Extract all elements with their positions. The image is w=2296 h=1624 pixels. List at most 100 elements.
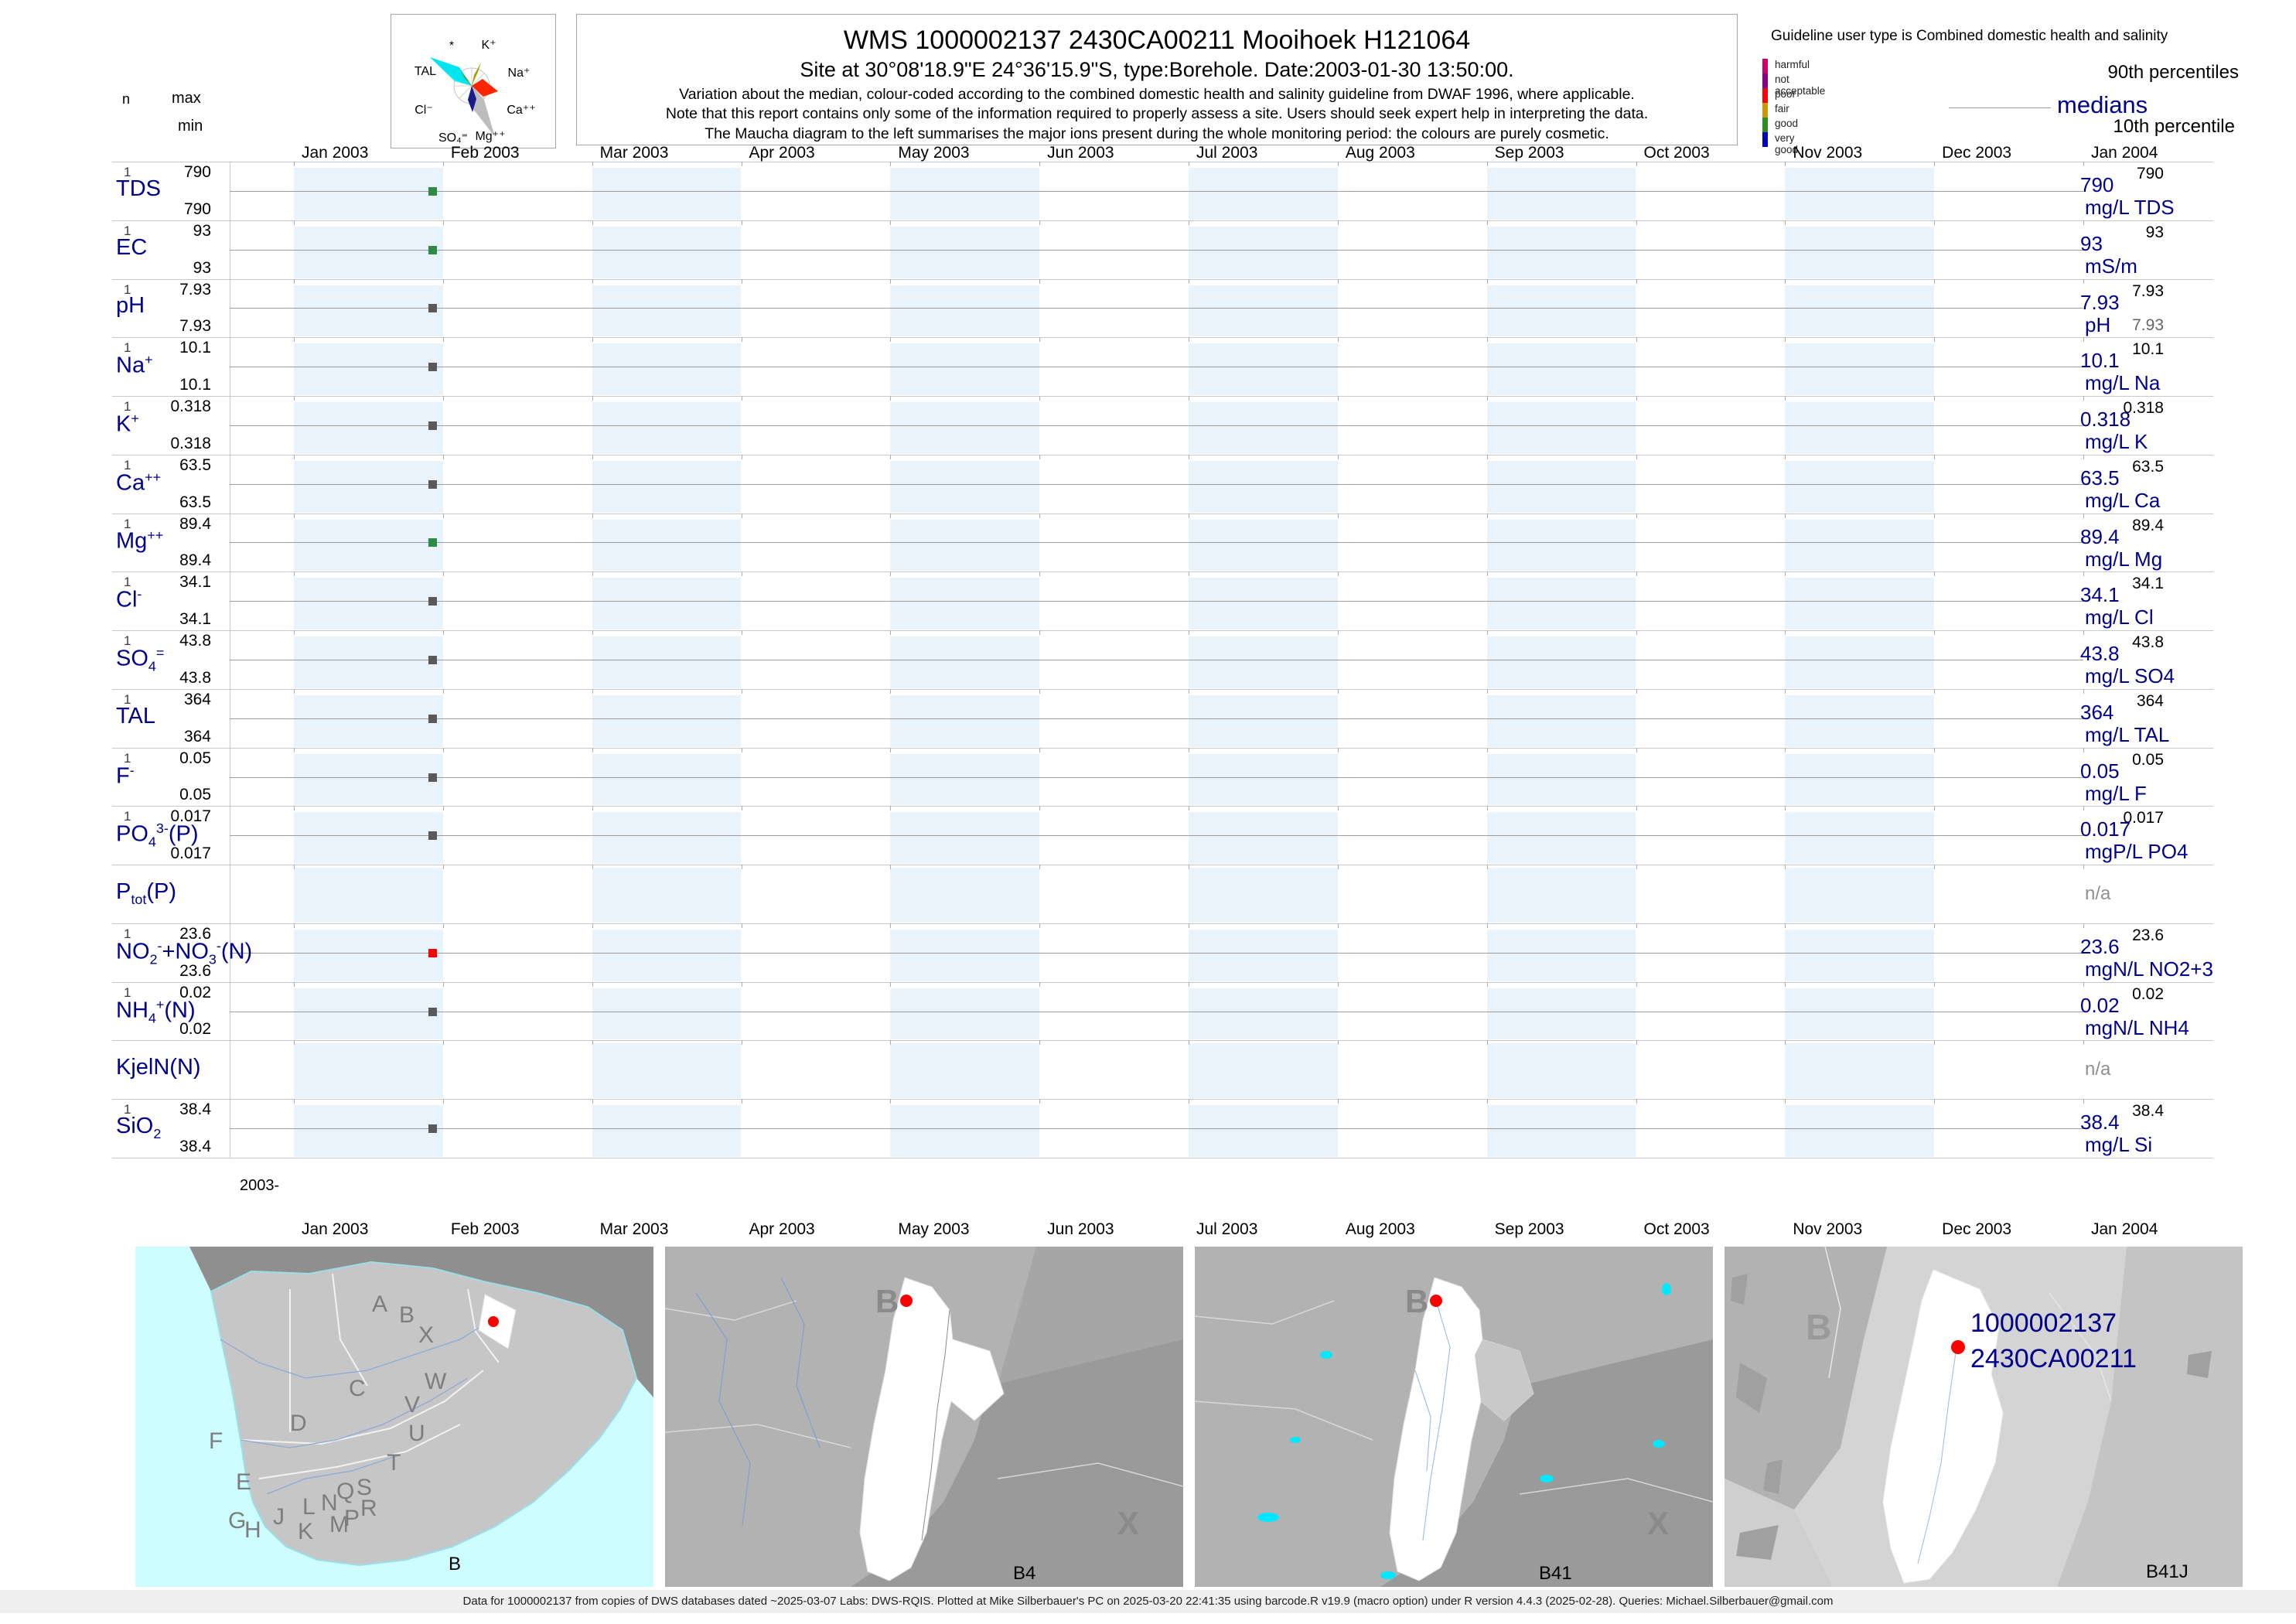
month-tick xyxy=(2083,513,2084,518)
month-tick xyxy=(1934,571,1936,577)
map1-region-letter-W: W xyxy=(425,1369,447,1394)
month-tick xyxy=(1337,981,1339,987)
sample-point-na-ion xyxy=(428,363,437,372)
max-value-tds: 790 xyxy=(183,163,211,181)
map1-region-letter-G: G xyxy=(228,1508,246,1534)
month-tick xyxy=(1486,1040,1488,1046)
month-band-cell xyxy=(592,1043,742,1099)
median-value-ca-ion: 63.5 xyxy=(2080,466,2120,490)
month-tick xyxy=(890,1099,892,1104)
n-value-sio2: 1 xyxy=(124,1102,131,1117)
median-value-ec: 93 xyxy=(2080,231,2103,255)
month-band-cell xyxy=(1486,868,1636,923)
month-tick xyxy=(442,571,444,577)
month-band-cell xyxy=(890,460,1040,513)
p90-value-tds: 790 xyxy=(2136,165,2164,183)
maucha-label-star: * xyxy=(449,39,454,53)
map1-region-letter-D: D xyxy=(290,1411,307,1436)
month-band-cell xyxy=(1486,460,1636,513)
month-tick xyxy=(1785,747,1786,752)
guideline-class-chip-harmful xyxy=(1762,59,1768,73)
month-band-cell xyxy=(1785,578,1935,630)
unit-label-tal: mg/L TAL xyxy=(2085,722,2170,746)
map3-corner-label: B41 xyxy=(1539,1563,1572,1584)
month-tick xyxy=(890,981,892,987)
month-tick xyxy=(1636,1040,1637,1046)
month-band-cell xyxy=(294,988,443,1040)
month-tick xyxy=(1934,162,1936,166)
month-band-cell xyxy=(890,636,1040,688)
row-boundary-3 xyxy=(112,337,2213,339)
unit-label-na-ion: mg/L Na xyxy=(2085,371,2161,395)
unit-label-mg-ion: mg/L Mg xyxy=(2085,547,2163,571)
min-value-na-ion: 10.1 xyxy=(179,376,211,394)
axis-top-label-7: Aug 2003 xyxy=(1345,144,1415,162)
p90-value-ec: 93 xyxy=(2145,223,2164,241)
month-band-cell xyxy=(592,168,742,220)
month-tick xyxy=(1039,278,1041,284)
p90-value-cl-ion: 34.1 xyxy=(2132,575,2164,593)
maucha-wedge-ca xyxy=(472,79,498,97)
map1-region-letter-K: K xyxy=(298,1519,313,1544)
sample-point-tds xyxy=(428,186,437,196)
month-tick xyxy=(294,923,295,928)
n-value-tal: 1 xyxy=(124,691,131,707)
map3-letter-b: B xyxy=(1405,1283,1428,1319)
month-tick xyxy=(2083,454,2084,459)
unit-label-ca-ion: mg/L Ca xyxy=(2085,488,2161,512)
axis-bottom-label-9: Oct 2003 xyxy=(1643,1220,1710,1238)
axis-bottom-label-3: Apr 2003 xyxy=(749,1220,815,1238)
month-band-cell xyxy=(294,694,443,747)
median-line-tal xyxy=(230,718,2083,719)
map2-borders xyxy=(664,1300,1184,1487)
month-tick xyxy=(890,396,892,401)
axis-top-label-2: Mar 2003 xyxy=(599,144,669,162)
note-line-1: Variation about the median, colour-coded… xyxy=(679,86,1635,103)
month-tick xyxy=(890,337,892,343)
month-tick xyxy=(442,278,444,284)
map1-region-letter-J: J xyxy=(273,1504,285,1530)
month-tick xyxy=(592,1040,593,1046)
map3-letter-x: X xyxy=(1647,1505,1669,1541)
median-value-nh4: 0.02 xyxy=(2080,993,2120,1017)
month-band-cell xyxy=(592,285,742,337)
month-tick xyxy=(442,220,444,225)
month-band-cell xyxy=(294,578,443,630)
month-band-cell xyxy=(592,929,742,981)
p10-legend-label: 10th percentile xyxy=(2113,116,2235,137)
month-tick xyxy=(294,220,295,225)
map1-region-letter-C: C xyxy=(349,1376,366,1401)
map-quaternary-catchment-b41j: B 1000002137 2430CA00211 B41J xyxy=(1725,1246,2243,1587)
parameter-label-so4: SO4= xyxy=(116,645,165,674)
month-tick xyxy=(1785,454,1786,459)
month-band-cell xyxy=(1189,636,1338,688)
min-value-mg-ion: 89.4 xyxy=(179,551,211,570)
map4-region-nw xyxy=(1725,1247,1887,1510)
unit-label-sio2: mg/L Si xyxy=(2085,1133,2153,1157)
month-band-cell xyxy=(1785,226,1935,278)
month-tick xyxy=(1636,396,1637,401)
min-value-f-ion: 0.05 xyxy=(179,786,211,804)
unit-label-tds: mg/L TDS xyxy=(2085,196,2175,219)
month-band-cell xyxy=(294,168,443,220)
month-band-cell xyxy=(1486,812,1636,865)
month-tick xyxy=(592,571,593,577)
parameter-label-nh4: NH4+(N) xyxy=(116,996,196,1025)
axis-top-label-9: Oct 2003 xyxy=(1643,144,1710,162)
month-tick xyxy=(1934,220,1936,225)
month-tick xyxy=(294,630,295,636)
month-band-cell xyxy=(890,343,1040,396)
month-tick xyxy=(1785,513,1786,518)
max-value-so4: 43.8 xyxy=(179,632,211,650)
month-band-cell xyxy=(890,988,1040,1040)
p90-value-f-ion: 0.05 xyxy=(2132,750,2164,769)
map4-catchment-b41j xyxy=(1882,1269,2004,1584)
month-tick xyxy=(1934,1040,1936,1046)
sample-point-so4 xyxy=(428,656,437,664)
month-tick xyxy=(1785,865,1786,870)
month-tick xyxy=(2083,571,2084,577)
month-tick xyxy=(890,865,892,870)
month-tick xyxy=(1486,688,1488,694)
maucha-label-k: K⁺ xyxy=(481,39,496,52)
